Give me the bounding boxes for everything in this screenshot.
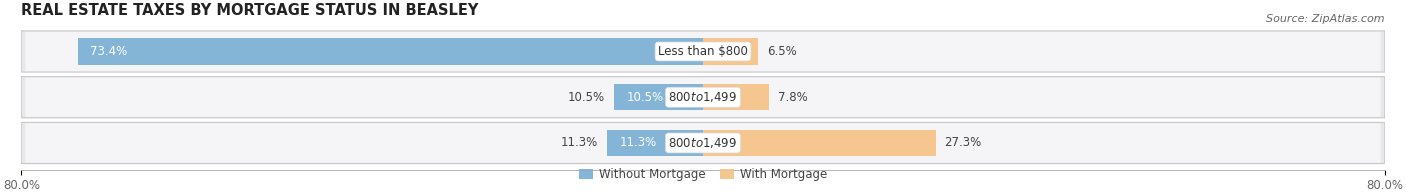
- Text: 11.3%: 11.3%: [561, 136, 598, 149]
- Text: 27.3%: 27.3%: [945, 136, 981, 149]
- Text: REAL ESTATE TAXES BY MORTGAGE STATUS IN BEASLEY: REAL ESTATE TAXES BY MORTGAGE STATUS IN …: [21, 3, 478, 18]
- Text: $800 to $1,499: $800 to $1,499: [668, 90, 738, 104]
- Text: 7.8%: 7.8%: [778, 91, 807, 104]
- Text: $800 to $1,499: $800 to $1,499: [668, 136, 738, 150]
- FancyBboxPatch shape: [21, 122, 1385, 164]
- FancyBboxPatch shape: [21, 31, 1385, 72]
- Bar: [703, 130, 935, 156]
- Text: 10.5%: 10.5%: [626, 91, 664, 104]
- FancyBboxPatch shape: [25, 32, 1381, 71]
- Legend: Without Mortgage, With Mortgage: Without Mortgage, With Mortgage: [574, 163, 832, 186]
- FancyBboxPatch shape: [21, 77, 1385, 118]
- Bar: [607, 130, 703, 156]
- FancyBboxPatch shape: [25, 78, 1381, 117]
- Bar: [77, 38, 703, 65]
- Text: 10.5%: 10.5%: [568, 91, 605, 104]
- Text: Less than $800: Less than $800: [658, 45, 748, 58]
- Text: 11.3%: 11.3%: [620, 136, 657, 149]
- FancyBboxPatch shape: [25, 123, 1381, 163]
- Bar: [703, 84, 769, 111]
- Bar: [613, 84, 703, 111]
- Text: Source: ZipAtlas.com: Source: ZipAtlas.com: [1267, 14, 1385, 24]
- Text: 73.4%: 73.4%: [90, 45, 128, 58]
- Text: 6.5%: 6.5%: [766, 45, 797, 58]
- Bar: [703, 38, 758, 65]
